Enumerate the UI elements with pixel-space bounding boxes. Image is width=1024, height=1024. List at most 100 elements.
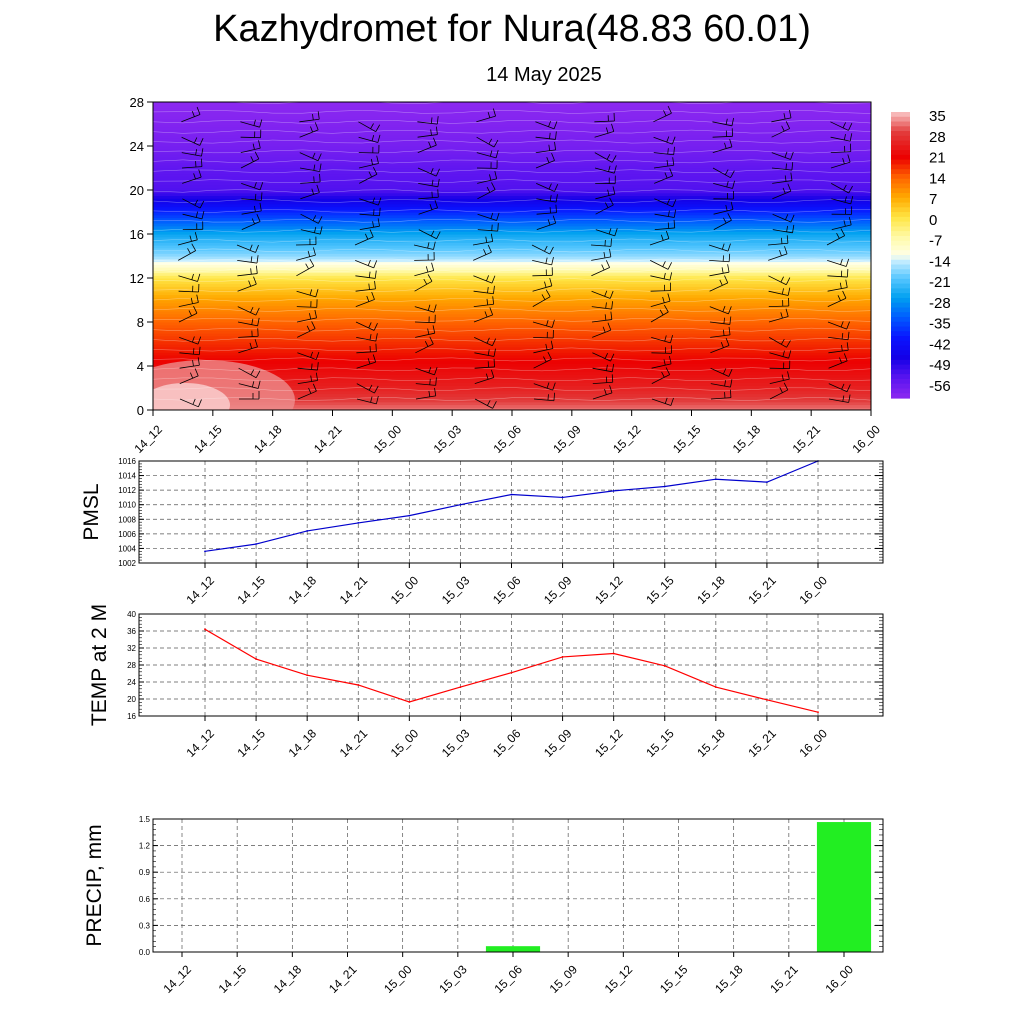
wind-barb-feather <box>613 165 617 174</box>
x-tick-label: 14_18 <box>286 726 320 760</box>
wind-barb-feather <box>664 172 668 179</box>
wind-barb-feather <box>785 214 789 220</box>
wind-barb <box>594 120 615 123</box>
wind-barb-feather <box>260 192 263 201</box>
colorbar-label: -49 <box>929 357 951 374</box>
colorbar-segment <box>891 297 910 304</box>
precip-panel: 0.0 0.3 0.6 0.9 1.2 1.5 14_12 14_15 14_18 14_21 15… <box>83 815 884 996</box>
wind-barb-feather <box>545 343 548 350</box>
wind-barb-feather <box>780 312 783 319</box>
wind-barb <box>240 147 261 153</box>
heatmap-band <box>153 388 871 392</box>
heatmap-band <box>153 355 871 359</box>
wind-barb <box>359 198 379 206</box>
heatmap-band <box>153 272 871 276</box>
heatmap-band <box>153 129 871 133</box>
contour-line <box>153 179 871 184</box>
x-tick-label: 15_21 <box>790 422 824 456</box>
wind-barb-feather <box>547 394 549 401</box>
colorbar-segment <box>891 202 910 208</box>
wind-barb-feather <box>604 388 607 395</box>
wind-barb <box>651 337 671 344</box>
heatmap-band <box>153 371 871 375</box>
wind-barb-feather <box>728 253 731 262</box>
heatmap-band <box>153 168 871 172</box>
wind-barb-feather <box>487 400 491 406</box>
wind-barb <box>830 161 851 169</box>
wind-barb-feather <box>427 328 430 335</box>
wind-barb-feather <box>191 273 194 280</box>
wind-barb <box>356 351 377 354</box>
wind-barb <box>828 398 849 403</box>
wind-barb <box>300 181 321 184</box>
wind-barb <box>418 229 437 240</box>
wind-barb-feather <box>317 111 320 120</box>
wind-barb-feather <box>727 243 731 252</box>
wind-barb-feather <box>192 348 195 355</box>
y-axis-title: PMSL <box>80 483 103 540</box>
heatmap-band <box>153 245 871 249</box>
colorbar-label: 28 <box>929 129 946 146</box>
wind-barb-feather <box>374 385 379 394</box>
wind-barb <box>179 337 199 345</box>
x-tick-label: 14_21 <box>326 962 360 996</box>
wind-barb-feather <box>604 202 609 208</box>
wind-barb-feather <box>197 336 202 345</box>
heatmap-band <box>153 368 871 373</box>
wind-barb-feather <box>664 397 668 404</box>
heatmap-band <box>153 278 871 282</box>
colorbar-segment <box>891 316 910 323</box>
wind-barb-feather <box>670 335 674 343</box>
contour-line <box>153 218 871 223</box>
colorbar-segment <box>891 293 910 299</box>
wind-barb <box>533 398 554 402</box>
wind-barb-feather <box>780 276 784 283</box>
wind-barb-feather <box>194 231 198 240</box>
wind-barb-feather <box>672 199 677 207</box>
wind-barb-feather <box>309 289 313 296</box>
wind-barb-feather <box>430 168 434 174</box>
wind-barb-feather <box>843 134 846 141</box>
x-tick-label: 14_12 <box>131 422 165 456</box>
x-tick-label: 15_12 <box>602 962 636 996</box>
wind-barb <box>414 270 434 277</box>
wind-barb-feather <box>310 126 313 133</box>
heatmap-band <box>153 289 871 293</box>
heatmap-band <box>153 124 871 128</box>
wind-barb <box>415 395 436 400</box>
wind-barb-feather <box>368 384 373 391</box>
data-point <box>663 664 666 667</box>
wind-barb <box>181 152 202 157</box>
wind-barb-feather <box>187 248 191 254</box>
wind-barb-feather <box>309 313 312 320</box>
wind-barb <box>535 136 556 140</box>
contour-line <box>153 228 871 233</box>
wind-barb-feather <box>611 301 614 310</box>
x-tick-label: 15_12 <box>592 726 626 760</box>
wind-barb-feather <box>310 351 313 358</box>
y-axis-title: TEMP at 2 M <box>88 604 111 726</box>
x-tick-label: 14_18 <box>251 422 285 456</box>
wind-barb-feather <box>255 244 259 253</box>
wind-barb-feather <box>601 264 605 271</box>
heatmap-band <box>153 217 871 221</box>
data-point <box>408 701 411 703</box>
heatmap-band <box>153 390 871 395</box>
wind-barb-feather <box>609 197 614 206</box>
wind-barb-feather <box>660 234 664 241</box>
wind-barb-feather <box>730 201 734 210</box>
wind-barb-feather <box>493 358 495 367</box>
wind-barb-feather <box>667 222 670 229</box>
wind-barb-feather <box>672 157 675 166</box>
colorbar-segment <box>891 197 910 204</box>
contour-line <box>153 337 871 342</box>
heatmap-band <box>153 223 871 227</box>
x-tick-label: 16_00 <box>822 962 856 996</box>
colorbar-segment <box>891 350 910 356</box>
wind-barb <box>297 367 318 371</box>
wind-barb-feather <box>369 334 372 341</box>
wind-barb-feather <box>485 373 489 380</box>
wind-barb-feather <box>201 148 204 157</box>
wind-barb-feather <box>368 171 373 178</box>
wind-barb-feather <box>544 245 548 252</box>
